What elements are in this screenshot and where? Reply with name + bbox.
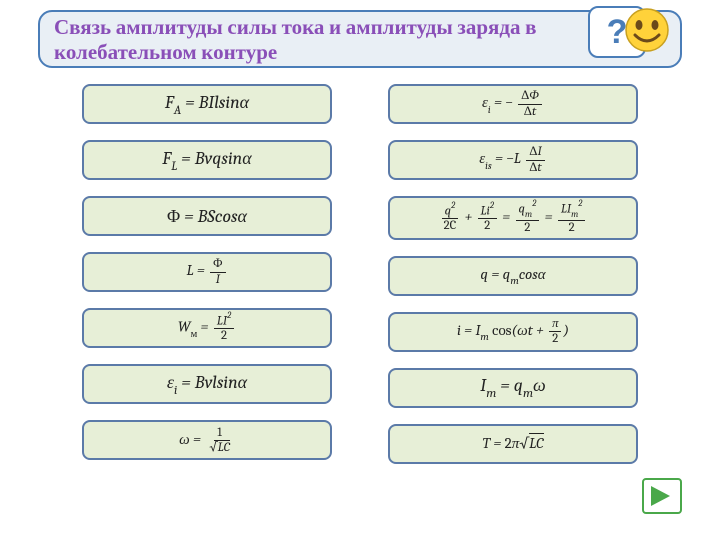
formula-phi[interactable]: Φ = BScosα [82,196,332,236]
header-panel: Связь амплитуды силы тока и амплитуды за… [38,10,682,68]
arrow-right-icon [651,486,673,506]
formula-fa[interactable]: FA = BIlsinα [82,84,332,124]
formula-wm[interactable]: Wм = LI22 [82,308,332,348]
formula-ei-faraday[interactable]: εi = − ΔΦΔt [388,84,638,124]
next-button[interactable] [642,478,682,514]
formula-q[interactable]: q = qmcosα [388,256,638,296]
formula-columns: FA = BIlsinα FL = Bvqsinα Φ = BScosα L =… [0,84,720,464]
formula-i[interactable]: i = Im cos(ωt + π2) [388,312,638,352]
formula-ei-motion[interactable]: εi = Bvlsinα [82,364,332,404]
page-title: Связь амплитуды силы тока и амплитуды за… [54,16,666,66]
formula-fl[interactable]: FL = Bvqsinα [82,140,332,180]
formula-energy[interactable]: q22C + Li22 = qm22 = LIm22 [388,196,638,240]
left-column: FA = BIlsinα FL = Bvqsinα Φ = BScosα L =… [82,84,332,464]
badge-group: ? [588,6,670,58]
formula-im[interactable]: Im = qmω [388,368,638,408]
smiley-icon [624,7,670,57]
formula-omega[interactable]: ω = 1√LC [82,420,332,460]
formula-eis[interactable]: εis = −L ΔIΔt [388,140,638,180]
right-column: εi = − ΔΦΔt εis = −L ΔIΔt q22C + Li22 = … [388,84,638,464]
formula-t[interactable]: T = 2π√LC [388,424,638,464]
formula-l[interactable]: L = ΦI [82,252,332,292]
